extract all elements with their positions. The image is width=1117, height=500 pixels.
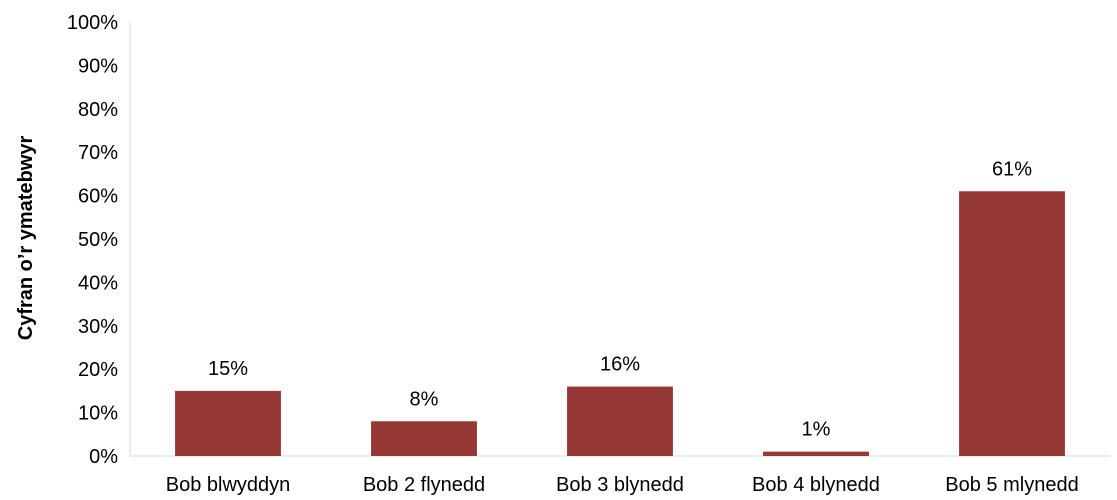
y-tick-label: 30%	[78, 316, 118, 338]
category-label: Bob blwyddyn	[166, 474, 291, 496]
bars	[175, 191, 1065, 456]
category-label: Bob 3 blynedd	[556, 474, 684, 496]
data-label: 15%	[208, 358, 248, 380]
y-tick-label: 90%	[78, 55, 118, 77]
category-label: Bob 5 mlynedd	[945, 474, 1078, 496]
data-label: 8%	[410, 388, 439, 410]
y-tick-labels: 0% 10% 20% 30% 40% 50% 60% 70% 80% 90% 100%	[67, 12, 118, 468]
y-tick-label: 100%	[67, 12, 118, 34]
category-label: Bob 2 flynedd	[363, 474, 485, 496]
bar	[959, 191, 1065, 456]
category-labels: Bob blwyddyn Bob 2 flynedd Bob 3 blynedd Bo…	[166, 474, 1079, 496]
y-tick-label: 70%	[78, 142, 118, 164]
y-tick-label: 50%	[78, 229, 118, 251]
data-label: 1%	[802, 419, 831, 441]
data-label: 16%	[600, 354, 640, 376]
data-label: 61%	[992, 158, 1032, 180]
y-tick-label: 0%	[89, 446, 118, 468]
y-tick-label: 10%	[78, 403, 118, 425]
y-tick-label: 40%	[78, 272, 118, 294]
bar	[763, 451, 869, 456]
bar	[567, 386, 673, 456]
y-tick-label: 20%	[78, 359, 118, 381]
category-label: Bob 4 blynedd	[752, 474, 880, 496]
bar	[371, 421, 477, 456]
bar	[175, 390, 281, 456]
y-tick-label: 60%	[78, 186, 118, 208]
y-tick-label: 80%	[78, 99, 118, 121]
y-axis-title: Cyfran o’r ymatebwyr	[15, 136, 37, 341]
data-labels: 15% 8% 16% 1% 61%	[208, 158, 1032, 440]
